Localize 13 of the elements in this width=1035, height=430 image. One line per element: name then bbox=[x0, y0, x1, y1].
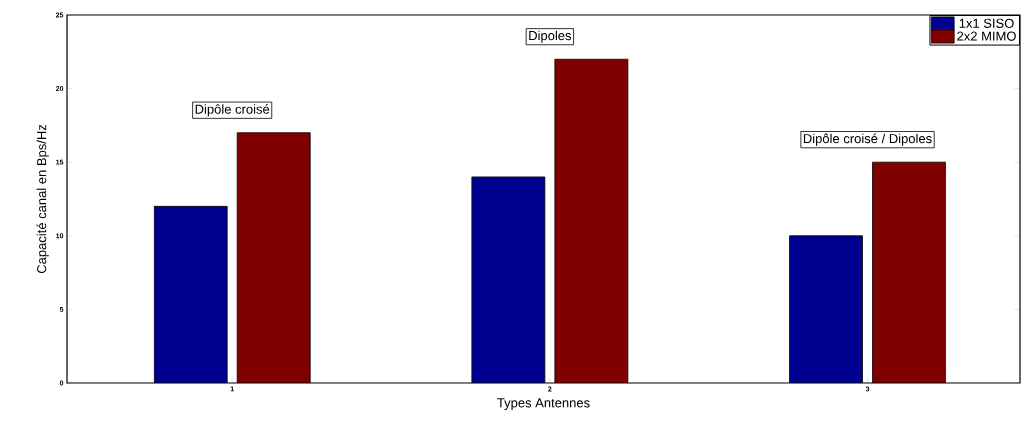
y-axis-title: Capacité canal en Bps/Hz bbox=[36, 124, 49, 274]
legend-label: 2x2 MIMO bbox=[957, 31, 1016, 41]
x-axis-title: Types Antennes bbox=[497, 398, 590, 410]
bar bbox=[153, 205, 228, 383]
bar bbox=[872, 161, 946, 383]
legend-label: 1x1 SISO bbox=[959, 18, 1014, 28]
annotation: Dipôle croisé bbox=[195, 104, 270, 117]
annotation: Dipôle croisé / Dipoles bbox=[803, 133, 932, 146]
bar bbox=[554, 58, 629, 383]
bar bbox=[789, 235, 863, 383]
bar bbox=[471, 176, 546, 383]
bar bbox=[236, 132, 311, 383]
annotation: Dipoles bbox=[529, 30, 572, 43]
